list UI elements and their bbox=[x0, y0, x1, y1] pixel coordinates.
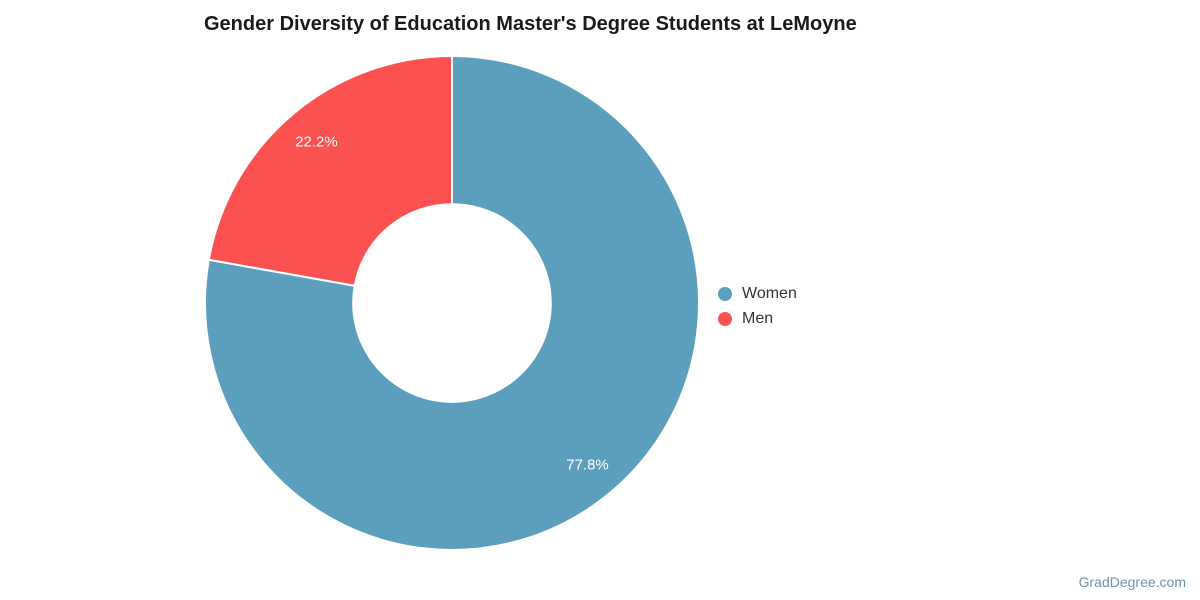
legend-label-men: Men bbox=[742, 309, 774, 327]
slice-label-women: 77.8% bbox=[566, 457, 609, 474]
pie-slice-women[interactable] bbox=[204, 55, 700, 551]
legend-item-women[interactable]: Women bbox=[718, 281, 797, 306]
watermark-text: GradDegree.com bbox=[1078, 574, 1186, 590]
legend-marker-women-icon bbox=[718, 286, 732, 301]
chart-title: Gender Diversity of Education Master's D… bbox=[204, 13, 857, 35]
legend-label-women: Women bbox=[742, 284, 797, 302]
legend-marker-men-icon bbox=[718, 311, 732, 326]
slice-label-men: 22.2% bbox=[295, 133, 338, 150]
legend-item-men[interactable]: Men bbox=[718, 306, 797, 331]
chart-legend: Women Men bbox=[718, 281, 797, 331]
pie-slice-men[interactable] bbox=[207, 55, 453, 287]
